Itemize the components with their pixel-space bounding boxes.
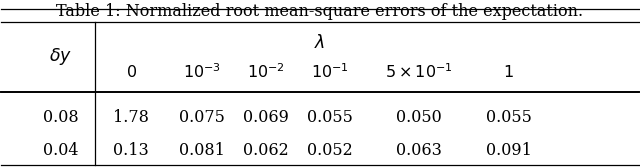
Text: $0$: $0$ <box>125 64 137 81</box>
Text: $10^{-1}$: $10^{-1}$ <box>310 63 349 82</box>
Text: 0.055: 0.055 <box>486 109 532 126</box>
Text: Table 1: Normalized root mean-square errors of the expectation.: Table 1: Normalized root mean-square err… <box>56 3 584 20</box>
Text: 0.075: 0.075 <box>179 109 225 126</box>
Text: 0.13: 0.13 <box>113 142 149 159</box>
Text: 0.08: 0.08 <box>43 109 79 126</box>
Text: 0.055: 0.055 <box>307 109 353 126</box>
Text: $10^{-3}$: $10^{-3}$ <box>182 63 221 82</box>
Text: $5 \times 10^{-1}$: $5 \times 10^{-1}$ <box>385 63 453 82</box>
Text: $\delta y$: $\delta y$ <box>49 46 72 67</box>
Text: $10^{-2}$: $10^{-2}$ <box>246 63 285 82</box>
Text: 0.04: 0.04 <box>43 142 79 159</box>
Text: 0.063: 0.063 <box>396 142 442 159</box>
Text: 0.062: 0.062 <box>243 142 289 159</box>
Text: $\lambda$: $\lambda$ <box>314 34 326 52</box>
Text: 0.081: 0.081 <box>179 142 225 159</box>
Text: 1.78: 1.78 <box>113 109 149 126</box>
Text: 0.050: 0.050 <box>396 109 442 126</box>
Text: 0.069: 0.069 <box>243 109 289 126</box>
Text: 0.091: 0.091 <box>486 142 532 159</box>
Text: 0.052: 0.052 <box>307 142 353 159</box>
Text: $1$: $1$ <box>504 64 514 81</box>
